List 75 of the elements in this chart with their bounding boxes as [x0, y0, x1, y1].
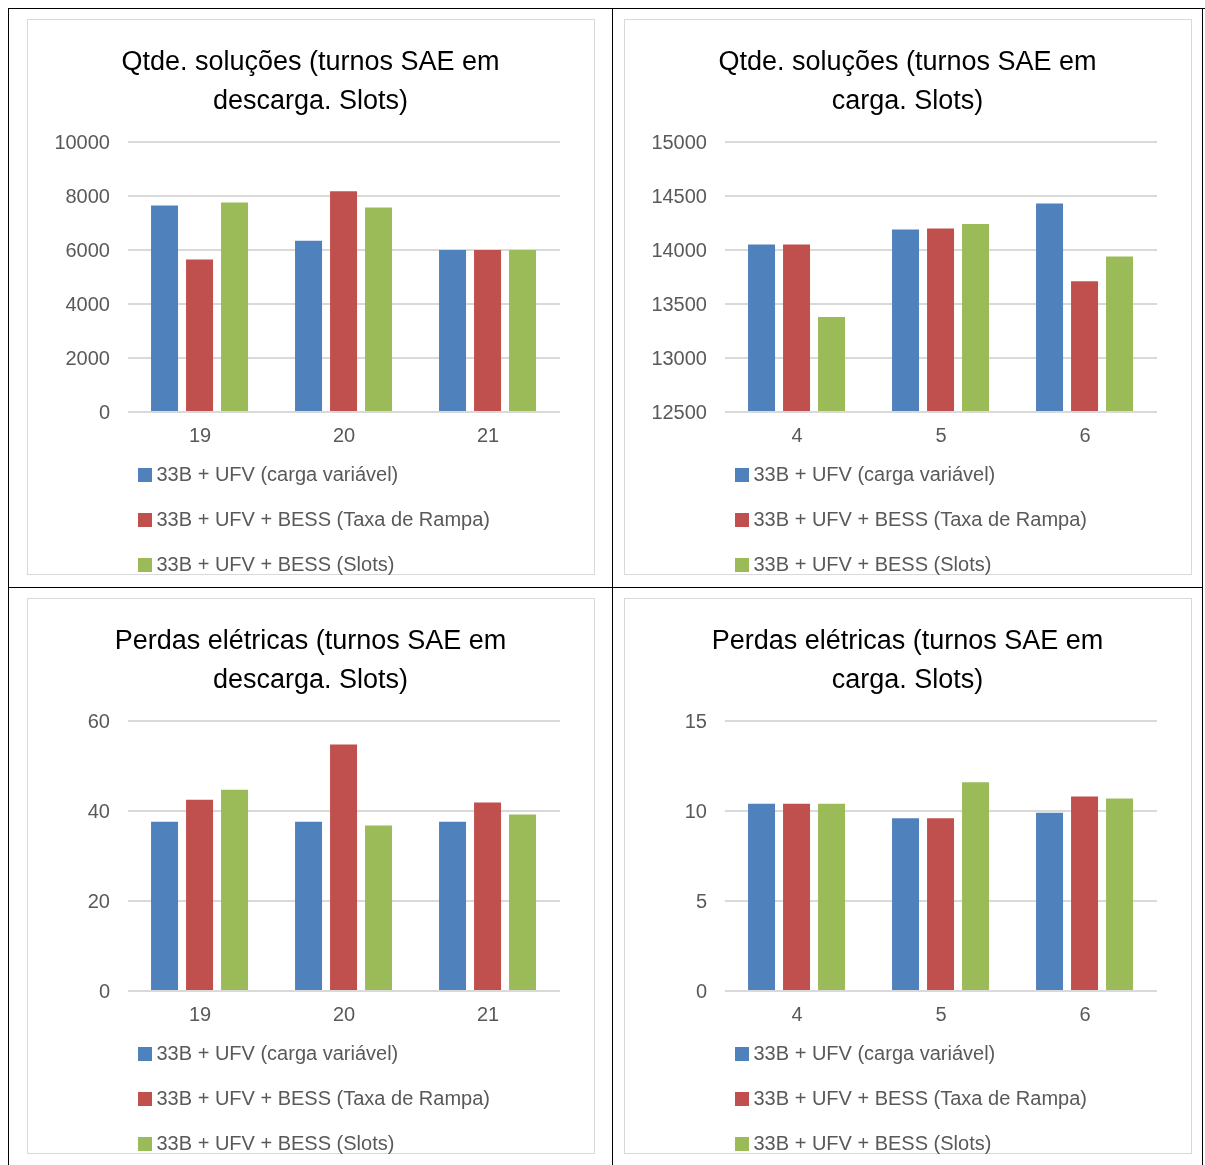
legend-label: 33B + UFV (carga variável) [753, 463, 996, 486]
y-tick-label: 15 [684, 710, 707, 733]
legend-label: 33B + UFV + BESS (Taxa de Rampa) [156, 508, 490, 531]
y-tick-label: 12500 [650, 401, 707, 424]
bar [438, 821, 466, 991]
legend-label: 33B + UFV + BESS (Slots) [753, 1132, 992, 1155]
x-tick-label: 4 [790, 424, 803, 447]
bar [220, 202, 248, 412]
bar [150, 821, 178, 991]
x-tick-label: 20 [332, 424, 355, 447]
x-tick-label: 19 [188, 424, 211, 447]
bar [926, 818, 954, 991]
bar [329, 191, 357, 412]
bar [473, 250, 501, 412]
legend-label: 33B + UFV (carga variável) [753, 1042, 996, 1065]
bar [294, 240, 322, 412]
y-tick-label: 2000 [65, 347, 110, 370]
bar [294, 821, 322, 991]
bar [1035, 812, 1063, 991]
x-tick-label: 4 [790, 1003, 803, 1026]
bar [185, 259, 213, 412]
legend-label: 33B + UFV + BESS (Taxa de Rampa) [156, 1087, 490, 1110]
y-tick-label: 0 [98, 401, 110, 424]
y-tick-label: 10000 [53, 131, 110, 154]
x-tick-label: 5 [934, 424, 947, 447]
chart-title: Qtde. soluções (turnos SAE em carga. Slots) [717, 45, 1098, 117]
x-tick-label: 6 [1078, 424, 1091, 447]
y-tick-label: 0 [695, 980, 707, 1003]
chart-title: Qtde. soluções (turnos SAE em descarga. Slots) [120, 45, 501, 117]
bar [1070, 796, 1098, 991]
y-tick-label: 40 [87, 800, 110, 823]
legend-label: 33B + UFV (carga variável) [156, 1042, 399, 1065]
chart-title: Perdas elétricas (turnos SAE em carga. Slots) [710, 624, 1105, 696]
legend-label: 33B + UFV (carga variável) [156, 463, 399, 486]
y-tick-label: 13000 [650, 347, 707, 370]
x-tick-label: 21 [476, 1003, 499, 1026]
bar [185, 799, 213, 991]
y-tick-label: 20 [87, 890, 110, 913]
legend-label: 33B + UFV + BESS (Slots) [753, 553, 992, 576]
chart-title: Perdas elétricas (turnos SAE em descarga. Slots) [113, 624, 508, 696]
y-tick-label: 14500 [650, 185, 707, 208]
bar [1105, 798, 1133, 991]
bar [438, 250, 466, 412]
bar [364, 207, 392, 412]
bar [329, 744, 357, 991]
bar [508, 250, 536, 412]
bar [817, 803, 845, 991]
y-tick-label: 4000 [65, 293, 110, 316]
bar [961, 782, 989, 991]
bar [364, 825, 392, 991]
x-tick-label: 19 [188, 1003, 211, 1026]
y-tick-label: 60 [87, 710, 110, 733]
y-tick-label: 15000 [650, 131, 707, 154]
x-tick-label: 6 [1078, 1003, 1091, 1026]
y-tick-label: 13500 [650, 293, 707, 316]
bar [891, 818, 919, 991]
bar [220, 789, 248, 991]
legend-label: 33B + UFV + BESS (Slots) [156, 553, 395, 576]
y-tick-label: 6000 [65, 239, 110, 262]
y-tick-label: 0 [98, 980, 110, 1003]
x-tick-label: 21 [476, 424, 499, 447]
y-tick-label: 14000 [650, 239, 707, 262]
x-tick-label: 20 [332, 1003, 355, 1026]
bar [747, 803, 775, 991]
x-tick-label: 5 [934, 1003, 947, 1026]
bar [508, 814, 536, 991]
y-tick-label: 5 [695, 890, 707, 913]
y-tick-label: 8000 [65, 185, 110, 208]
bar [150, 205, 178, 412]
bar [782, 803, 810, 991]
legend-label: 33B + UFV + BESS (Taxa de Rampa) [753, 508, 1087, 531]
bar [473, 802, 501, 991]
legend-label: 33B + UFV + BESS (Taxa de Rampa) [753, 1087, 1087, 1110]
legend-label: 33B + UFV + BESS (Slots) [156, 1132, 395, 1155]
y-tick-label: 10 [684, 800, 707, 823]
